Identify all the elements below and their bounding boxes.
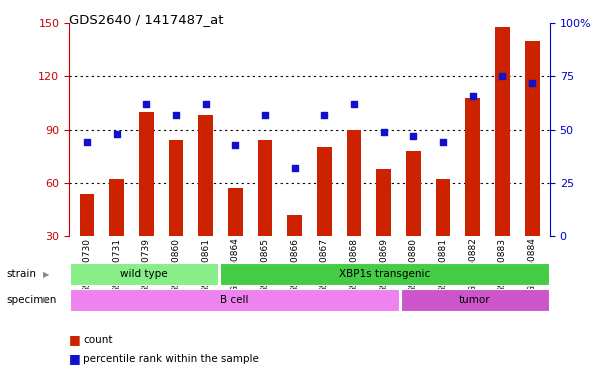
Point	[201, 101, 210, 107]
Point	[82, 139, 92, 146]
Bar	[109, 179, 124, 290]
Text: ▶: ▶	[43, 270, 50, 279]
Point	[468, 93, 478, 99]
Bar	[317, 147, 332, 290]
Bar	[221, 263, 549, 285]
Text: B cell: B cell	[220, 295, 249, 305]
Point	[409, 133, 418, 139]
Bar	[376, 169, 391, 290]
Point	[112, 131, 121, 137]
Bar	[139, 112, 154, 290]
Bar	[168, 140, 183, 290]
Bar	[347, 129, 361, 290]
Bar	[79, 194, 94, 290]
Bar	[401, 289, 549, 311]
Point	[498, 73, 507, 79]
Text: wild type: wild type	[120, 269, 168, 279]
Point	[260, 112, 270, 118]
Text: ■: ■	[69, 333, 81, 346]
Bar	[258, 140, 272, 290]
Bar	[495, 26, 510, 290]
Point	[349, 101, 359, 107]
Bar	[465, 98, 480, 290]
Point	[290, 165, 299, 171]
Text: XBP1s transgenic: XBP1s transgenic	[339, 269, 430, 279]
Text: count: count	[83, 335, 112, 345]
Bar	[287, 215, 302, 290]
Bar	[228, 188, 243, 290]
Bar	[436, 179, 451, 290]
Text: percentile rank within the sample: percentile rank within the sample	[83, 354, 259, 364]
Bar	[70, 289, 399, 311]
Point	[171, 112, 181, 118]
Text: GDS2640 / 1417487_at: GDS2640 / 1417487_at	[69, 13, 224, 26]
Bar	[70, 263, 219, 285]
Bar	[406, 151, 421, 290]
Point	[379, 129, 388, 135]
Text: strain: strain	[6, 269, 36, 279]
Point	[231, 141, 240, 147]
Text: ▶: ▶	[43, 295, 50, 305]
Bar	[198, 115, 213, 290]
Text: specimen: specimen	[6, 295, 56, 305]
Text: tumor: tumor	[459, 295, 490, 305]
Point	[320, 112, 329, 118]
Point	[141, 101, 151, 107]
Point	[527, 79, 537, 86]
Bar	[525, 41, 540, 290]
Point	[438, 139, 448, 146]
Text: ■: ■	[69, 353, 81, 366]
